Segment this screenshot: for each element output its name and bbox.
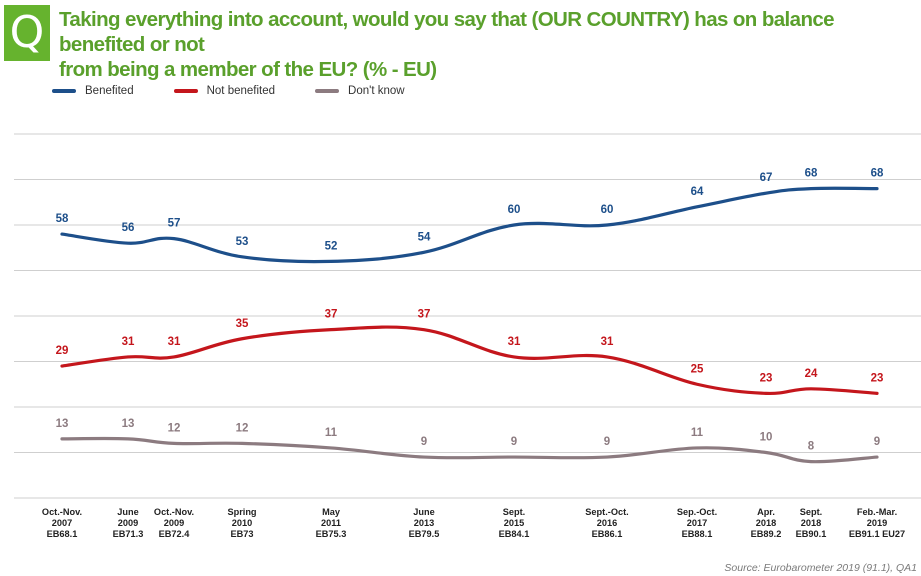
legend-label-not-benefited: Not benefited — [206, 85, 276, 97]
x-tick-label: 2018 — [801, 518, 821, 528]
data-label-not-benefited: 31 — [601, 336, 614, 348]
data-label-benefited: 64 — [691, 186, 704, 198]
x-tick-label: Sept. — [503, 507, 525, 517]
x-tick-label: Oct.-Nov. — [42, 507, 82, 517]
data-label-benefited: 57 — [168, 218, 181, 230]
legend-item-benefited: Benefited — [52, 85, 134, 97]
x-tick-label: EB89.2 — [751, 529, 782, 539]
data-label-don-t-know: 9 — [421, 436, 427, 448]
data-label-not-benefited: 37 — [325, 309, 338, 321]
x-tick-label: EB86.1 — [592, 529, 623, 539]
data-label-not-benefited: 35 — [236, 318, 249, 330]
data-label-not-benefited: 31 — [168, 336, 181, 348]
x-tick-label: May — [322, 507, 341, 517]
x-tick-label: Sep.-Oct. — [677, 507, 717, 517]
data-label-benefited: 58 — [56, 213, 69, 225]
data-label-not-benefited: 24 — [805, 368, 818, 380]
x-tick-label: Spring — [227, 507, 256, 517]
data-label-not-benefited: 29 — [56, 345, 69, 357]
x-tick-label: 2011 — [321, 518, 341, 528]
x-tick-label: Oct.-Nov. — [154, 507, 194, 517]
x-tick-label: Sept. — [800, 507, 822, 517]
source-note: Source: Eurobarometer 2019 (91.1), QA1 — [724, 562, 917, 574]
data-label-don-t-know: 8 — [808, 441, 815, 453]
data-label-benefited: 56 — [122, 222, 135, 234]
x-tick-label: 2007 — [52, 518, 72, 528]
x-tick-label: EB90.1 — [796, 529, 827, 539]
data-label-not-benefited: 31 — [122, 336, 135, 348]
data-label-not-benefited: 31 — [508, 336, 521, 348]
data-label-benefited: 67 — [760, 172, 773, 184]
x-tick-label: 2010 — [232, 518, 252, 528]
series-line-not-benefited — [60, 325, 879, 395]
data-label-don-t-know: 11 — [691, 427, 704, 439]
series-line-benefited — [60, 186, 879, 264]
x-tick-label: 2016 — [597, 518, 617, 528]
x-tick-label: EB68.1 — [47, 529, 78, 539]
data-label-don-t-know: 12 — [168, 422, 181, 434]
x-tick-label: EB72.4 — [159, 529, 191, 539]
x-tick-label: 2019 — [867, 518, 887, 528]
data-label-benefited: 60 — [508, 204, 521, 216]
chart-title: Taking everything into account, would yo… — [59, 7, 904, 82]
data-label-benefited: 54 — [418, 231, 431, 243]
x-tick-label: EB91.1 EU27 — [849, 529, 905, 539]
x-tick-label: 2013 — [414, 518, 434, 528]
legend-item-dont-know: Don't know — [315, 85, 405, 97]
legend-label-dont-know: Don't know — [348, 85, 405, 97]
data-label-don-t-know: 12 — [236, 422, 249, 434]
legend-item-not-benefited: Not benefited — [173, 85, 276, 97]
x-tick-label: Apr. — [757, 507, 775, 517]
data-label-not-benefited: 25 — [691, 363, 704, 375]
data-label-not-benefited: 37 — [418, 309, 431, 321]
data-label-don-t-know: 9 — [511, 436, 517, 448]
legend: Benefited Not benefited Don't know — [52, 82, 445, 100]
data-label-don-t-know: 11 — [325, 427, 338, 439]
data-label-benefited: 68 — [805, 168, 818, 180]
data-label-benefited: 53 — [236, 236, 249, 248]
x-tick-label: EB73 — [231, 529, 254, 539]
x-tick-label: 2018 — [756, 518, 776, 528]
x-tick-label: EB79.5 — [409, 529, 440, 539]
data-label-benefited: 60 — [601, 204, 614, 216]
legend-swatch-not-benefited — [173, 89, 198, 93]
x-tick-label: 2009 — [164, 518, 184, 528]
x-tick-label: EB71.3 — [113, 529, 144, 539]
title-line-1: Taking everything into account, would yo… — [59, 8, 835, 56]
series-line-don-t-know — [60, 436, 879, 464]
data-label-don-t-know: 13 — [122, 418, 135, 430]
x-tick-label: Feb.-Mar. — [857, 507, 897, 517]
x-tick-label: 2015 — [504, 518, 524, 528]
x-tick-label: June — [117, 507, 138, 517]
title-line-2: from being a member of the EU? (% - EU) — [59, 58, 437, 81]
legend-swatch-dont-know — [315, 89, 340, 93]
data-label-not-benefited: 23 — [760, 372, 773, 384]
data-label-don-t-know: 9 — [874, 436, 880, 448]
x-tick-label: EB88.1 — [682, 529, 713, 539]
x-tick-label: 2009 — [118, 518, 138, 528]
x-tick-label: Sept.-Oct. — [585, 507, 628, 517]
data-label-benefited: 52 — [325, 240, 338, 252]
data-label-don-t-know: 10 — [760, 432, 773, 444]
question-badge: Q — [4, 5, 50, 61]
legend-swatch-benefited — [52, 89, 76, 93]
data-label-benefited: 68 — [871, 168, 884, 180]
data-label-not-benefited: 23 — [871, 372, 884, 384]
x-tick-label: 2017 — [687, 518, 707, 528]
data-label-don-t-know: 9 — [604, 436, 610, 448]
x-tick-label: EB84.1 — [499, 529, 530, 539]
legend-label-benefited: Benefited — [85, 85, 134, 97]
x-tick-label: EB75.3 — [316, 529, 347, 539]
data-label-don-t-know: 13 — [56, 418, 69, 430]
x-tick-label: June — [413, 507, 434, 517]
